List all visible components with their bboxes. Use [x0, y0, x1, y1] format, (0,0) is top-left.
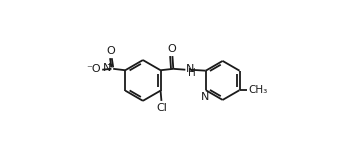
Text: CH₃: CH₃	[248, 85, 267, 95]
Text: N: N	[186, 64, 194, 74]
Text: N: N	[201, 92, 209, 102]
Text: N: N	[103, 63, 111, 73]
Text: ⁻O: ⁻O	[87, 64, 101, 74]
Text: O: O	[168, 44, 176, 54]
Text: +: +	[106, 60, 113, 69]
Text: H: H	[188, 68, 195, 78]
Text: Cl: Cl	[156, 103, 167, 113]
Text: O: O	[106, 46, 115, 56]
